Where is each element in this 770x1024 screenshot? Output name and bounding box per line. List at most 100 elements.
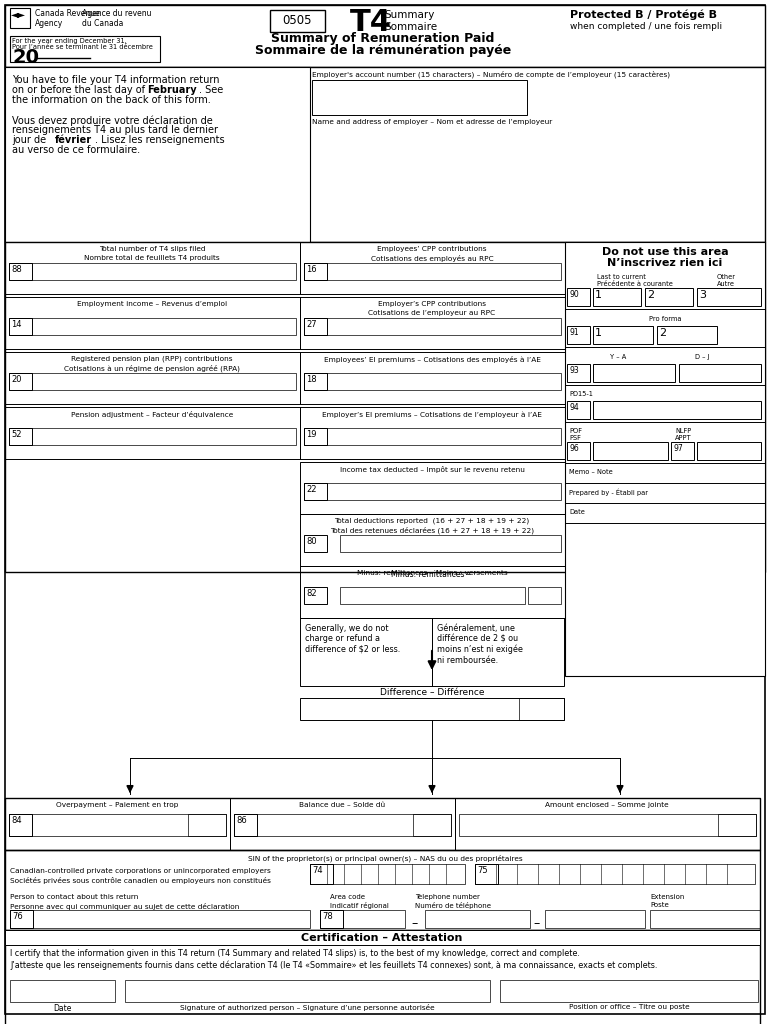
- Text: Date: Date: [53, 1004, 71, 1013]
- Bar: [304, 318, 561, 335]
- Text: jour de: jour de: [12, 135, 49, 145]
- Text: For the year ending December 31,: For the year ending December 31,: [12, 38, 126, 44]
- Text: February: February: [147, 85, 196, 95]
- Bar: [5, 352, 300, 404]
- Bar: [320, 910, 343, 928]
- Bar: [5, 798, 760, 850]
- Bar: [234, 814, 451, 836]
- Text: ◄►: ◄►: [11, 9, 26, 19]
- Text: Telephone number: Telephone number: [415, 894, 480, 900]
- Bar: [567, 364, 590, 382]
- Bar: [567, 288, 590, 306]
- Text: Numéro de téléphone: Numéro de téléphone: [415, 902, 491, 909]
- Text: Date: Date: [569, 509, 585, 515]
- Text: Do not use this area: Do not use this area: [601, 247, 728, 257]
- Text: 18: 18: [306, 375, 316, 384]
- Text: J’atteste que les renseignements fournis dans cette déclaration T4 (le T4 «Somma: J’atteste que les renseignements fournis…: [10, 961, 658, 971]
- Bar: [5, 242, 765, 572]
- Bar: [188, 814, 226, 836]
- Bar: [545, 910, 645, 928]
- Text: 97: 97: [673, 444, 683, 453]
- Text: N’inscrivez rien ici: N’inscrivez rien ici: [608, 258, 722, 268]
- Text: 1: 1: [595, 290, 602, 300]
- Text: Generally, we do not
charge or refund a
difference of $2 or less.: Generally, we do not charge or refund a …: [305, 624, 400, 653]
- Bar: [244, 428, 296, 445]
- Bar: [310, 864, 333, 884]
- Bar: [320, 910, 405, 928]
- Bar: [304, 483, 561, 500]
- Bar: [300, 618, 432, 686]
- Text: 75: 75: [477, 866, 487, 874]
- Text: Cotisations à un régime de pension agréé (RPA): Cotisations à un régime de pension agréé…: [64, 365, 240, 373]
- Bar: [300, 297, 565, 349]
- Text: Généralement, une
différence de 2 $ ou
moins n’est ni exigée
ni remboursée.: Généralement, une différence de 2 $ ou m…: [437, 624, 523, 665]
- Text: Registered pension plan (RPP) contributions: Registered pension plan (RPP) contributi…: [72, 356, 233, 362]
- Bar: [10, 980, 115, 1002]
- Text: Sociétés privées sous contrôle canadien ou employeurs non constitués: Sociétés privées sous contrôle canadien …: [10, 877, 271, 884]
- Bar: [525, 428, 561, 445]
- Bar: [432, 618, 564, 686]
- Text: 91: 91: [569, 328, 578, 337]
- Text: I certify that the information given in this T4 return (T4 Summary and related T: I certify that the information given in …: [10, 949, 580, 958]
- Text: You have to file your T4 information return: You have to file your T4 information ret…: [12, 75, 219, 85]
- Text: 86: 86: [236, 816, 246, 825]
- Bar: [593, 364, 675, 382]
- Text: Pension adjustment – Facteur d’équivalence: Pension adjustment – Facteur d’équivalen…: [71, 411, 233, 418]
- Bar: [519, 698, 564, 720]
- Text: 20: 20: [11, 375, 22, 384]
- Text: SIN of the proprietor(s) or principal owner(s) – NAS du ou des propriétaires: SIN of the proprietor(s) or principal ow…: [248, 854, 522, 861]
- Text: Minus: remittances – Moins : versements: Minus: remittances – Moins : versements: [357, 570, 507, 575]
- Text: 19: 19: [306, 430, 316, 439]
- Bar: [475, 864, 498, 884]
- Bar: [9, 814, 226, 836]
- Text: Signature of authorized person – Signature d’une personne autorisée: Signature of authorized person – Signatu…: [179, 1004, 434, 1011]
- Bar: [300, 462, 565, 514]
- Text: Nombre total de feuillets T4 produits: Nombre total de feuillets T4 produits: [84, 255, 219, 261]
- Text: on or before the last day of: on or before the last day of: [12, 85, 148, 95]
- Bar: [5, 798, 230, 850]
- Text: 84: 84: [11, 816, 22, 825]
- Text: Pro forma: Pro forma: [649, 316, 681, 322]
- Bar: [230, 798, 455, 850]
- Text: Cotisations des employés au RPC: Cotisations des employés au RPC: [370, 255, 494, 262]
- Text: Vous devez produire votre déclaration de: Vous devez produire votre déclaration de: [12, 115, 213, 126]
- Text: –: –: [534, 918, 540, 930]
- Bar: [567, 442, 590, 460]
- Text: 16: 16: [306, 265, 316, 274]
- Text: Area code: Area code: [330, 894, 365, 900]
- Text: Person to contact about this return: Person to contact about this return: [10, 894, 139, 900]
- Bar: [593, 288, 641, 306]
- Bar: [10, 36, 160, 62]
- Text: Difference – Différence: Difference – Différence: [380, 688, 484, 697]
- Text: Y – A: Y – A: [610, 354, 626, 360]
- Bar: [10, 910, 310, 928]
- Text: Total deductions reported  (16 + 27 + 18 + 19 + 22): Total deductions reported (16 + 27 + 18 …: [334, 518, 530, 524]
- Bar: [525, 318, 561, 335]
- Bar: [304, 263, 561, 280]
- Bar: [304, 483, 327, 500]
- Text: Canadian-controlled private corporations or unincorporated employers: Canadian-controlled private corporations…: [10, 868, 271, 874]
- Bar: [565, 242, 765, 676]
- Bar: [5, 67, 310, 242]
- Bar: [300, 514, 565, 566]
- Bar: [5, 850, 760, 930]
- Text: 22: 22: [306, 485, 316, 494]
- Text: renseignements T4 au plus tard le dernier: renseignements T4 au plus tard le dernie…: [12, 125, 218, 135]
- Bar: [455, 798, 760, 850]
- Text: T4: T4: [350, 8, 392, 37]
- Bar: [567, 326, 590, 344]
- Bar: [9, 428, 32, 445]
- Text: 93: 93: [569, 366, 579, 375]
- Text: Employer’s EI premiums – Cotisations de l’employeur à l’AE: Employer’s EI premiums – Cotisations de …: [322, 411, 542, 418]
- Bar: [304, 428, 561, 445]
- Text: D – J: D – J: [695, 354, 709, 360]
- Text: Income tax deducted – Impôt sur le revenu retenu: Income tax deducted – Impôt sur le reven…: [340, 466, 524, 473]
- Text: 1: 1: [595, 328, 602, 338]
- Bar: [9, 373, 296, 390]
- Bar: [528, 587, 561, 604]
- Text: Employees’ EI premiums – Cotisations des employés à l’AE: Employees’ EI premiums – Cotisations des…: [323, 356, 541, 362]
- Bar: [645, 288, 693, 306]
- Text: Memo – Note: Memo – Note: [569, 469, 613, 475]
- Bar: [300, 242, 565, 294]
- Bar: [244, 373, 296, 390]
